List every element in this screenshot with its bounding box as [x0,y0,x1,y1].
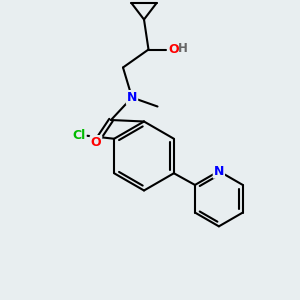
Text: Cl: Cl [72,129,86,142]
Text: H: H [178,41,188,55]
Text: N: N [127,91,137,104]
Text: O: O [91,136,101,149]
Text: N: N [214,165,224,178]
Text: O: O [168,43,178,56]
